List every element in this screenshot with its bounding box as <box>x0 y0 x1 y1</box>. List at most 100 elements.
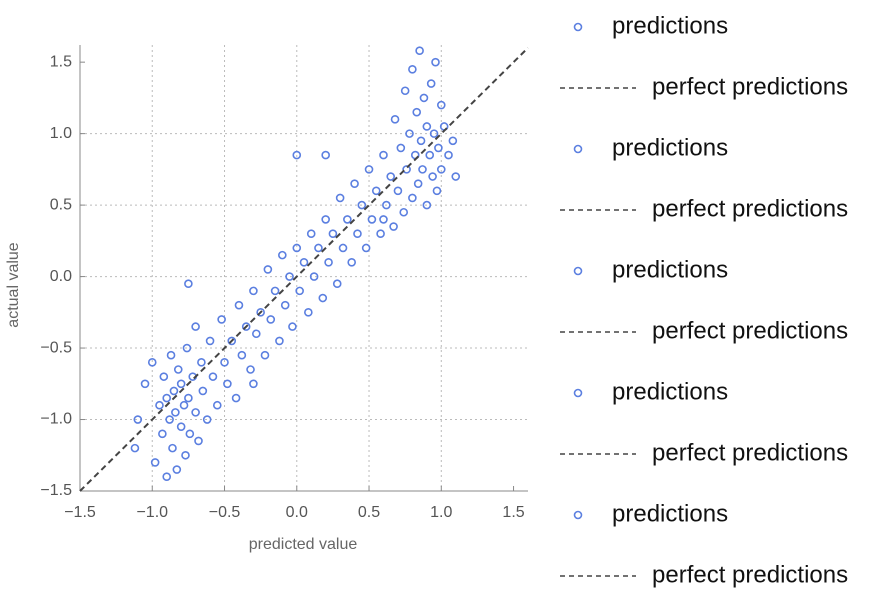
point <box>400 86 410 96</box>
point <box>434 143 443 153</box>
point <box>169 386 179 396</box>
point <box>191 322 200 331</box>
point <box>422 200 432 210</box>
point <box>306 229 316 238</box>
legend-label: perfect predictions <box>652 439 848 466</box>
point <box>288 322 297 331</box>
point <box>237 350 247 360</box>
y-tick-label: −0.5 <box>40 339 72 356</box>
point <box>194 436 203 446</box>
y-tick-label: 1.0 <box>50 125 72 142</box>
point <box>133 415 143 424</box>
point <box>165 415 174 424</box>
point <box>379 215 388 224</box>
legend-marker <box>573 388 583 398</box>
point <box>309 272 319 281</box>
legend-label: predictions <box>612 12 728 39</box>
point <box>422 122 432 131</box>
point <box>205 336 215 346</box>
legend-label: predictions <box>612 500 728 527</box>
y-tick-label: 0.0 <box>50 268 72 285</box>
point <box>172 465 182 474</box>
point <box>278 250 287 260</box>
y-tick-label: 1.5 <box>50 53 72 70</box>
point <box>402 165 411 174</box>
x-tick-label: 1.5 <box>502 504 524 521</box>
point <box>371 186 381 196</box>
point <box>295 286 304 296</box>
point <box>202 415 212 424</box>
point <box>382 200 391 210</box>
point <box>241 322 251 331</box>
point <box>184 279 193 289</box>
x-axis-title: predicted value <box>249 536 358 553</box>
point <box>343 215 352 224</box>
point <box>263 265 273 274</box>
point <box>436 165 446 174</box>
point <box>252 329 261 339</box>
point <box>347 257 356 267</box>
point <box>357 200 367 210</box>
point <box>332 279 342 289</box>
point <box>448 136 458 146</box>
legend-label: perfect predictions <box>652 317 848 344</box>
point <box>176 422 186 431</box>
point <box>217 315 226 324</box>
legend-label: perfect predictions <box>652 73 848 100</box>
point <box>198 386 208 396</box>
point <box>376 229 385 238</box>
legend-marker <box>573 266 583 276</box>
point <box>304 308 313 317</box>
point <box>292 243 302 253</box>
point <box>429 129 439 138</box>
x-tick-label: 0.0 <box>286 504 308 521</box>
legend-label: predictions <box>612 134 728 161</box>
point <box>140 379 150 389</box>
point <box>328 229 338 238</box>
point <box>393 186 403 196</box>
point <box>162 472 172 482</box>
point <box>191 408 200 417</box>
legend-marker <box>573 22 583 32</box>
point <box>166 350 176 360</box>
point <box>314 243 323 253</box>
point <box>158 429 167 439</box>
y-tick-label: −1.5 <box>40 482 72 499</box>
point <box>361 243 371 253</box>
point <box>173 365 183 374</box>
legend-marker <box>573 144 583 154</box>
point <box>451 172 461 181</box>
point <box>318 293 328 303</box>
point <box>364 165 374 174</box>
x-tick-label: 1.0 <box>430 504 452 521</box>
point <box>260 350 270 360</box>
point <box>266 315 276 324</box>
point <box>338 243 348 253</box>
point <box>426 79 436 88</box>
point <box>275 336 284 346</box>
point <box>353 229 362 238</box>
point <box>419 93 429 103</box>
point <box>431 57 440 67</box>
point <box>150 458 160 467</box>
point <box>256 308 265 317</box>
point <box>171 408 180 417</box>
point <box>155 400 164 410</box>
point <box>413 179 423 188</box>
point <box>168 443 177 453</box>
point <box>408 193 417 203</box>
point <box>335 193 345 203</box>
point <box>231 393 241 403</box>
point <box>324 257 333 267</box>
point <box>246 365 255 374</box>
point <box>418 165 427 174</box>
point <box>234 300 244 310</box>
point <box>389 222 398 231</box>
point <box>182 343 192 353</box>
x-tick-label: −1.0 <box>136 504 168 521</box>
y-axis-title: actual value <box>5 242 22 327</box>
point <box>444 150 453 160</box>
point <box>185 429 195 439</box>
point <box>399 207 409 217</box>
